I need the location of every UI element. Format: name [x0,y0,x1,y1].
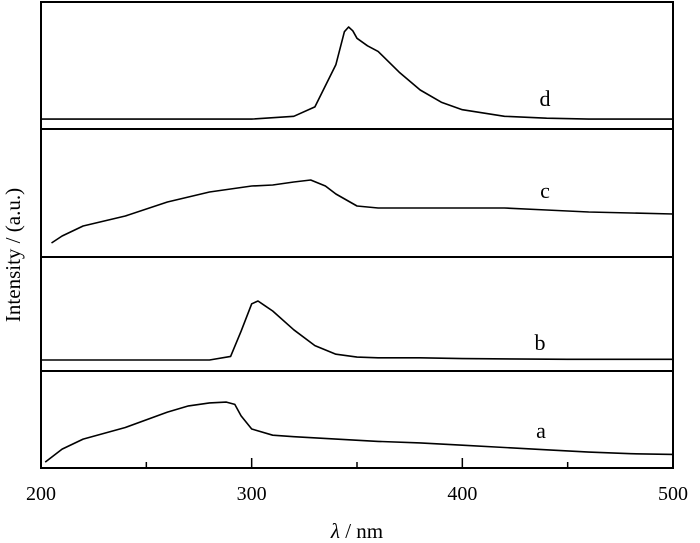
series-label-b: b [535,330,546,355]
x-axis-label-symbol: λ [330,519,340,543]
series-labels-group: d c b a [535,86,551,443]
traces-group [41,26,674,463]
x-ticks-group [40,458,674,468]
x-tick-label: 300 [237,483,267,505]
x-tick-label: 500 [658,483,688,505]
series-label-c: c [540,178,550,203]
x-axis-label-unit: / nm [340,519,383,543]
x-tick-labels-group: 200 300 400 500 [26,483,688,505]
series-line-d [41,26,673,120]
series-line-b [41,300,673,361]
y-axis-label: Intensity / (a.u.) [1,188,25,322]
series-label-a: a [536,418,546,443]
x-tick-label: 400 [447,483,477,505]
series-line-c [51,179,674,244]
series-label-d: d [540,86,551,111]
x-tick-label: 200 [26,483,56,505]
plot-frame [40,1,674,469]
series-line-a [44,401,674,463]
x-axis-label: λ / nm [330,519,383,543]
